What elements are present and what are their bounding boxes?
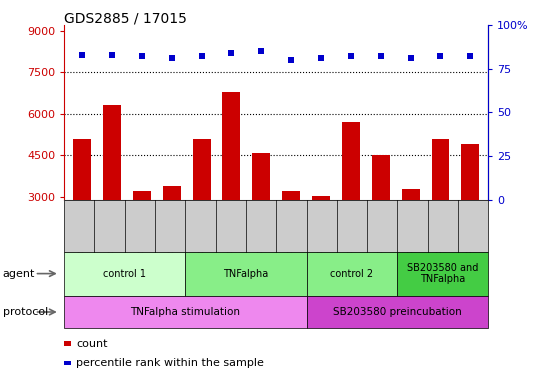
Text: control 2: control 2	[330, 268, 373, 279]
Bar	[163, 186, 181, 280]
Text: control 1: control 1	[103, 268, 146, 279]
Bar	[312, 195, 330, 280]
Bar	[133, 191, 151, 280]
Bar	[461, 144, 479, 280]
Text: count: count	[76, 339, 108, 349]
Text: TNFalpha: TNFalpha	[223, 268, 268, 279]
Bar	[342, 122, 360, 280]
Text: agent: agent	[3, 268, 35, 279]
Text: SB203580 and
TNFalpha: SB203580 and TNFalpha	[407, 263, 479, 285]
Bar	[402, 189, 420, 280]
Bar	[103, 105, 121, 280]
Bar	[193, 139, 210, 280]
Bar	[252, 152, 270, 280]
Text: TNFalpha stimulation: TNFalpha stimulation	[131, 307, 240, 317]
Bar	[282, 191, 300, 280]
Bar	[73, 139, 91, 280]
Text: SB203580 preincubation: SB203580 preincubation	[333, 307, 462, 317]
Bar	[223, 91, 240, 280]
Text: percentile rank within the sample: percentile rank within the sample	[76, 358, 264, 368]
Text: GDS2885 / 17015: GDS2885 / 17015	[64, 12, 187, 25]
Text: protocol: protocol	[3, 307, 48, 317]
Bar	[372, 155, 389, 280]
Bar	[431, 139, 449, 280]
